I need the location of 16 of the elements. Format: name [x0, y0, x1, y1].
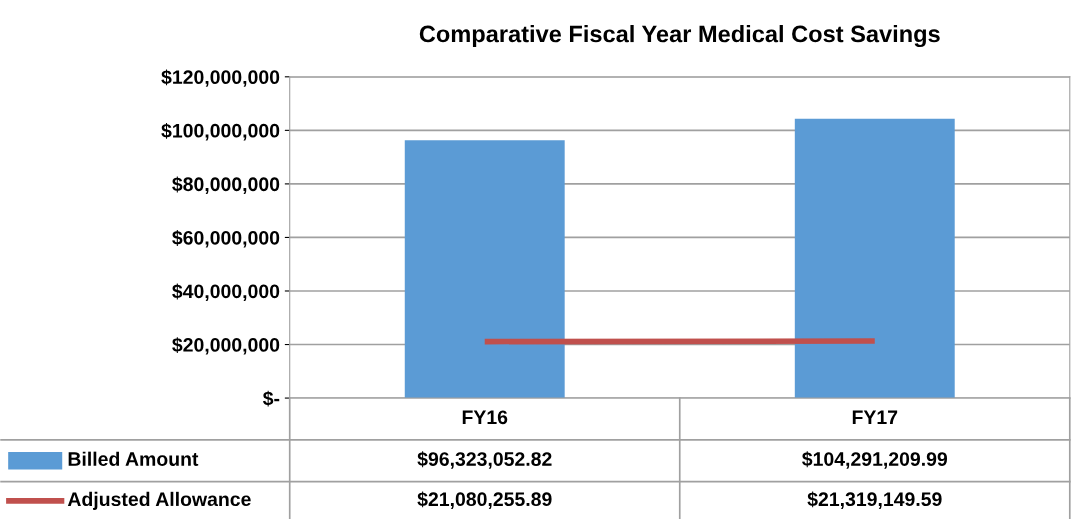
- data-label: $21,080,255.89: [417, 491, 552, 509]
- x-tick-label: FY17: [852, 410, 898, 424]
- data-label: $21,319,149.59: [807, 491, 942, 509]
- y-tick-label: $20,000,000: [172, 337, 280, 355]
- x-tick-label: FY16: [462, 410, 508, 425]
- y-tick-label: $80,000,000: [172, 176, 280, 194]
- y-tick-label: $100,000,000: [161, 122, 280, 141]
- y-tick-label: $60,000,000: [172, 230, 280, 248]
- y-tick-label: $-: [262, 390, 280, 407]
- data-label: $96,323,052.82: [417, 451, 552, 469]
- y-tick-label: $40,000,000: [172, 283, 280, 302]
- legend-label: Adjusted Allowance: [67, 491, 251, 510]
- data-label: $104,291,209.99: [802, 451, 948, 469]
- chart-title: Comparative Fiscal Year Medical Cost Savings: [419, 24, 940, 48]
- y-tick-label: $120,000,000: [161, 69, 280, 87]
- legend-label: Billed Amount: [68, 451, 199, 466]
